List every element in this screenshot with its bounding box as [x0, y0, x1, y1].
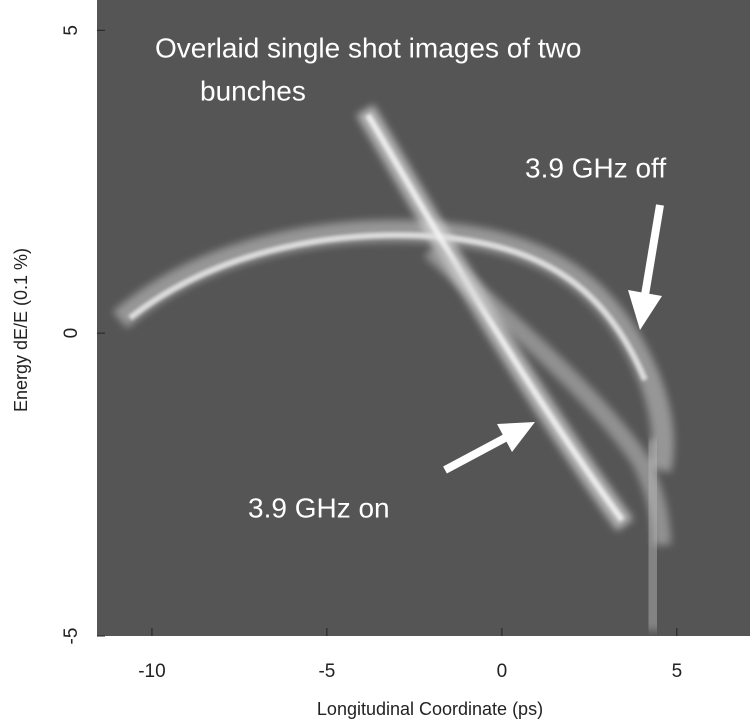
arrow	[641, 204, 664, 296]
arrow-head	[497, 422, 535, 452]
arrow	[443, 434, 507, 474]
title-line: bunches	[200, 75, 306, 106]
x-tick-label: -10	[138, 661, 165, 682]
annotation: 3.9 GHz on	[248, 492, 390, 523]
annotation: 3.9 GHz off	[525, 152, 666, 183]
x-tick-label: -5	[318, 661, 335, 682]
y-tick-label: 0	[61, 328, 82, 339]
beam-image	[112, 104, 674, 632]
y-axis-label: Energy dE/E (0.1 %)	[11, 248, 31, 412]
x-tick-label: 5	[672, 661, 683, 682]
y-tick-label: -5	[61, 628, 82, 645]
arrow-head	[628, 290, 662, 330]
title-line: Overlaid single shot images of two	[155, 32, 581, 63]
x-tick-label: 0	[497, 661, 508, 682]
y-tick-label: 5	[61, 25, 82, 36]
arrows	[443, 204, 664, 474]
x-axis-label: Longitudinal Coordinate (ps)	[317, 699, 543, 719]
